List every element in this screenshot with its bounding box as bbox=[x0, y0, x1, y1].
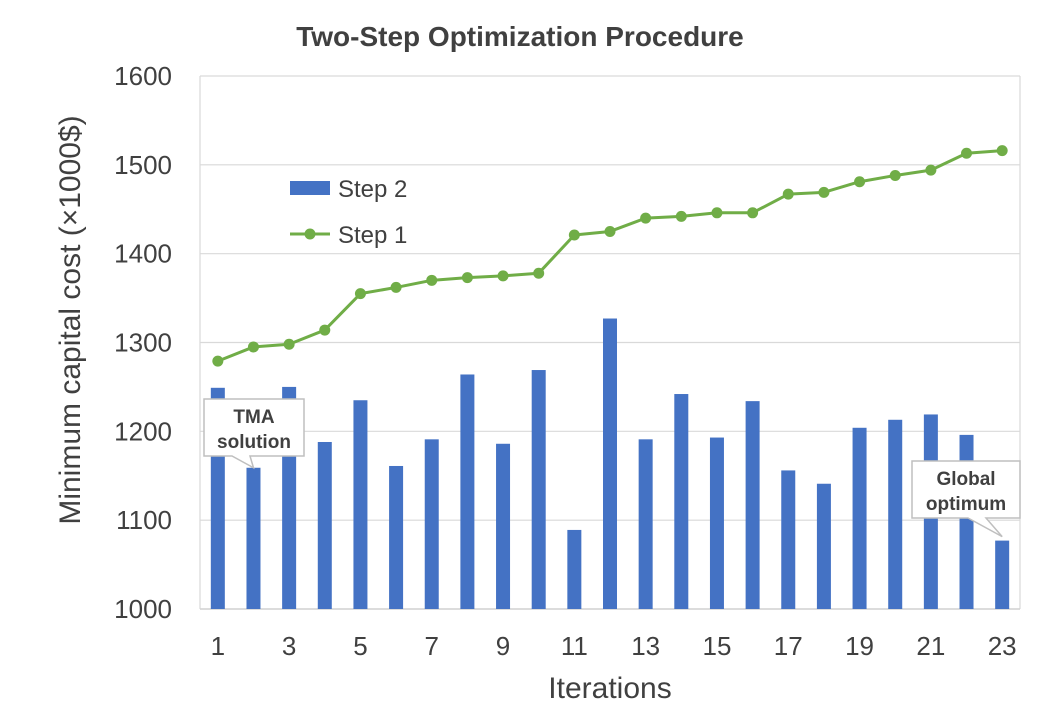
callout-text: TMA bbox=[233, 407, 274, 428]
bar bbox=[638, 439, 653, 609]
line-point bbox=[854, 176, 866, 188]
x-tick-label: 23 bbox=[988, 631, 1017, 661]
x-tick-label: 17 bbox=[774, 631, 803, 661]
legend-swatch-bar bbox=[290, 181, 330, 195]
x-tick-label: 9 bbox=[496, 631, 510, 661]
line-point bbox=[747, 207, 759, 219]
line-point bbox=[711, 207, 723, 219]
bar bbox=[567, 529, 582, 609]
callout-text: solution bbox=[217, 432, 291, 453]
y-tick-label: 1600 bbox=[114, 61, 172, 91]
line-point bbox=[889, 169, 901, 181]
x-tick-labels: 1 3 5 7 9 11 13 15 17 19 21 23 bbox=[211, 631, 1017, 661]
line-point bbox=[925, 164, 937, 176]
y-tick-label: 1000 bbox=[114, 594, 172, 624]
line-point bbox=[782, 188, 794, 200]
bar bbox=[389, 465, 404, 609]
callout-box bbox=[203, 398, 305, 470]
x-tick-label: 15 bbox=[702, 631, 731, 661]
y-tick-label: 1100 bbox=[116, 505, 172, 535]
bar bbox=[460, 374, 475, 609]
bar bbox=[888, 419, 903, 609]
x-tick-label: 7 bbox=[425, 631, 439, 661]
legend-item-step-1: Step 1 bbox=[290, 222, 407, 249]
bar bbox=[603, 318, 617, 609]
bar bbox=[353, 400, 368, 609]
bar-series-step-2 bbox=[210, 318, 1010, 609]
x-tick-label: 11 bbox=[561, 631, 588, 661]
x-axis-label: Iterations bbox=[548, 672, 671, 705]
bar bbox=[246, 467, 261, 609]
callouts: TMA solution Global optimum bbox=[203, 398, 1021, 538]
bar bbox=[995, 540, 1010, 609]
callout-text: Global bbox=[936, 469, 995, 490]
tma-solution-callout: TMA solution bbox=[203, 398, 305, 470]
line-point bbox=[961, 147, 973, 159]
legend-label: Step 1 bbox=[338, 222, 407, 249]
line-point bbox=[283, 338, 295, 350]
y-axis-label: Minimum capital cost (×1000$) bbox=[54, 115, 87, 524]
x-tick-label: 1 bbox=[211, 631, 225, 661]
bar bbox=[709, 437, 724, 609]
legend-item-step-2: Step 2 bbox=[290, 176, 407, 203]
legend-label: Step 2 bbox=[338, 176, 407, 203]
y-tick-labels: 1000 1100 1200 1300 1400 1500 1600 bbox=[114, 61, 172, 624]
bar bbox=[816, 483, 831, 609]
bar bbox=[852, 427, 867, 609]
line-point bbox=[640, 212, 652, 224]
line-point bbox=[568, 229, 580, 241]
bar bbox=[745, 401, 760, 609]
line-point bbox=[426, 274, 438, 286]
line-point bbox=[461, 272, 473, 284]
line-point bbox=[212, 355, 224, 367]
y-tick-label: 1200 bbox=[114, 416, 172, 446]
line-series-step-1 bbox=[212, 145, 1008, 367]
bar bbox=[317, 441, 332, 609]
y-tick-label: 1300 bbox=[114, 328, 172, 358]
line-point bbox=[319, 324, 331, 336]
x-tick-label: 13 bbox=[631, 631, 660, 661]
bar bbox=[781, 470, 796, 609]
line-point bbox=[818, 186, 830, 198]
line-point bbox=[996, 145, 1008, 157]
line-point bbox=[390, 281, 402, 293]
line-point bbox=[247, 341, 259, 353]
callout-box bbox=[911, 460, 1021, 538]
bar bbox=[424, 439, 439, 609]
bar bbox=[531, 370, 546, 609]
line-point bbox=[354, 288, 366, 300]
bar bbox=[674, 394, 689, 609]
chart-title: Two-Step Optimization Procedure bbox=[296, 21, 744, 52]
legend: Step 2 Step 1 bbox=[290, 176, 407, 249]
global-optimum-callout: Global optimum bbox=[911, 460, 1021, 538]
x-tick-label: 19 bbox=[845, 631, 874, 661]
y-tick-label: 1400 bbox=[114, 239, 172, 269]
line-point bbox=[675, 210, 687, 222]
y-tick-label: 1500 bbox=[114, 150, 172, 180]
x-tick-label: 5 bbox=[353, 631, 367, 661]
bar bbox=[496, 443, 511, 609]
line-point bbox=[497, 270, 509, 282]
legend-swatch-marker bbox=[304, 228, 316, 240]
line-point bbox=[533, 267, 545, 279]
x-tick-label: 3 bbox=[282, 631, 296, 661]
x-tick-label: 21 bbox=[916, 631, 945, 661]
callout-text: optimum bbox=[926, 494, 1006, 515]
line-point bbox=[604, 225, 616, 237]
